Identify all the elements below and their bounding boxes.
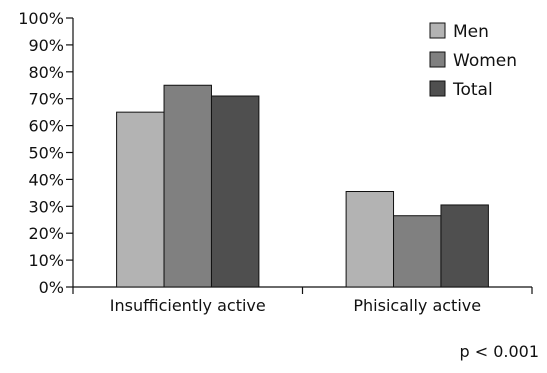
legend-swatch <box>429 51 446 68</box>
y-tick-label: 20% <box>28 224 64 243</box>
legend-swatch <box>429 22 446 39</box>
x-category-label: Phisically active <box>353 296 481 315</box>
y-tick-label: 40% <box>28 170 64 189</box>
y-tick-label: 90% <box>28 36 64 55</box>
bar-men <box>345 191 395 288</box>
y-tick-label: 0% <box>39 278 64 297</box>
y-tick-label: 60% <box>28 117 64 136</box>
bar-total <box>210 95 260 288</box>
x-category-label: Insufficiently active <box>110 296 266 315</box>
legend-label: Women <box>453 51 517 71</box>
y-tick-label: 100% <box>18 9 64 28</box>
bars-group <box>116 84 489 288</box>
p-value-annotation: p < 0.001 <box>459 342 539 361</box>
y-tick-label: 80% <box>28 63 64 82</box>
y-tick-label: 50% <box>28 144 64 163</box>
y-tick-label: 30% <box>28 197 64 216</box>
y-tick-label: 10% <box>28 251 64 270</box>
legend-label: Men <box>453 22 489 42</box>
legend-swatch <box>429 80 446 97</box>
bar-women <box>393 215 442 288</box>
y-tick-label: 70% <box>28 90 64 109</box>
y-tick-group: 0% 10% 20% 30% 40% 50% 60% 70% 80% 90% 100% <box>18 9 73 297</box>
legend: Men Women Total <box>429 22 517 100</box>
bar-men <box>116 111 165 288</box>
x-tick-group: Insufficiently active Phisically active <box>72 287 533 315</box>
legend-label: Total <box>452 80 493 100</box>
bar-total <box>440 204 489 288</box>
bar-women <box>163 84 212 288</box>
